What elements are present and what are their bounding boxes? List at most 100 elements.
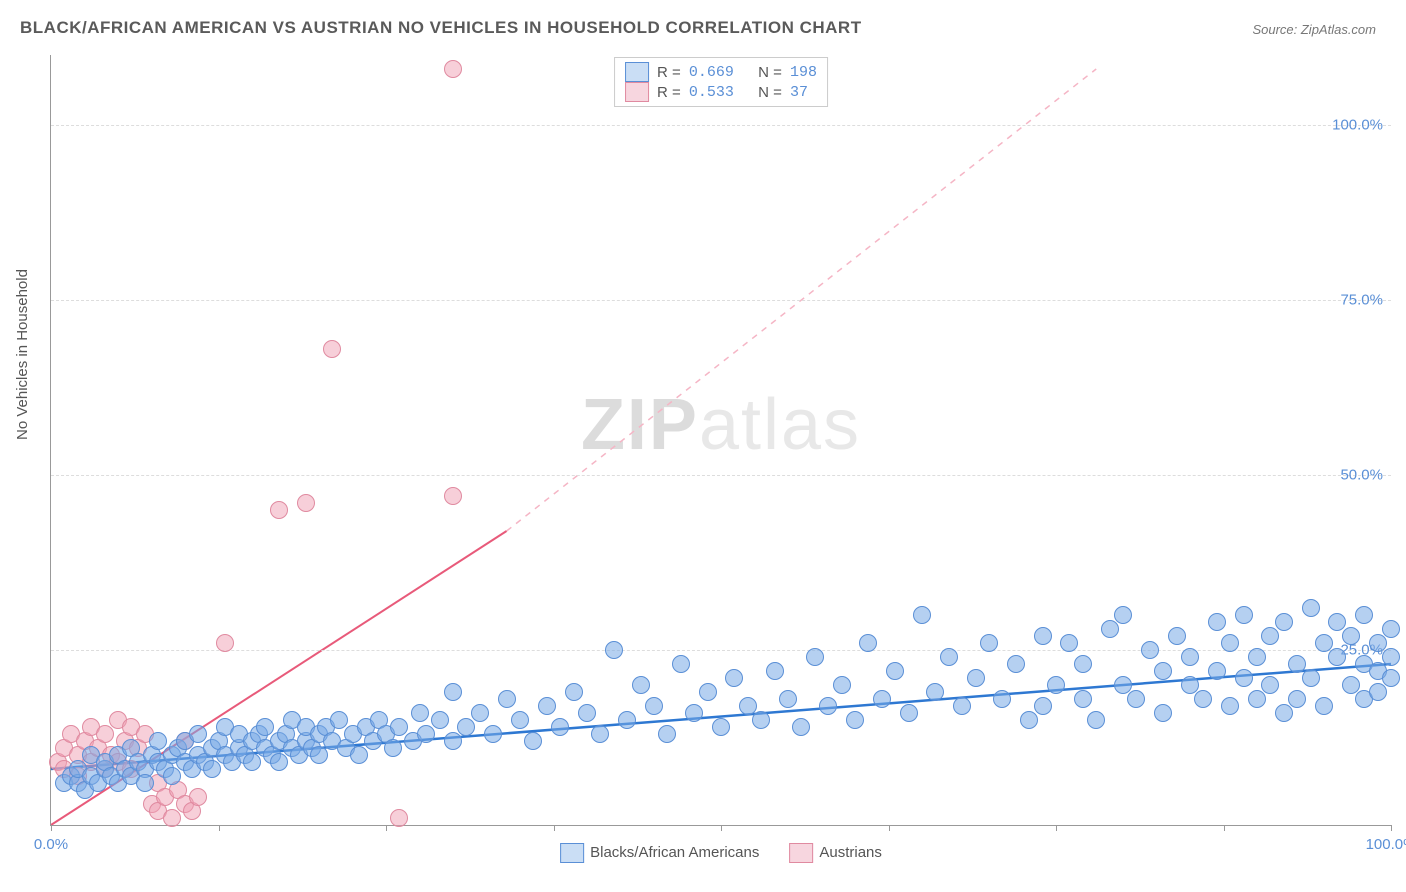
data-point	[203, 760, 221, 778]
data-point	[1034, 627, 1052, 645]
data-point	[270, 501, 288, 519]
data-point	[297, 494, 315, 512]
data-point	[524, 732, 542, 750]
data-point	[752, 711, 770, 729]
data-point	[1074, 690, 1092, 708]
legend-series-label: Blacks/African Americans	[590, 844, 759, 861]
data-point	[1141, 641, 1159, 659]
legend-r-label: R =	[657, 64, 681, 81]
x-tick-mark	[554, 825, 555, 831]
data-point	[712, 718, 730, 736]
watermark-zip: ZIP	[581, 385, 699, 465]
data-point	[1020, 711, 1038, 729]
data-point	[1181, 648, 1199, 666]
legend-swatch	[789, 843, 813, 863]
data-point	[779, 690, 797, 708]
data-point	[658, 725, 676, 743]
data-point	[1302, 669, 1320, 687]
legend-row: R = 0.533 N = 37	[625, 82, 817, 102]
data-point	[484, 725, 502, 743]
data-point	[189, 725, 207, 743]
data-point	[1382, 648, 1400, 666]
data-point	[846, 711, 864, 729]
data-point	[1382, 620, 1400, 638]
data-point	[189, 788, 207, 806]
data-point	[1047, 676, 1065, 694]
data-point	[1288, 690, 1306, 708]
data-point	[270, 753, 288, 771]
source-prefix: Source:	[1252, 22, 1300, 37]
data-point	[1235, 606, 1253, 624]
gridline-h	[51, 125, 1391, 126]
data-point	[1221, 634, 1239, 652]
data-point	[1087, 711, 1105, 729]
data-point	[953, 697, 971, 715]
watermark-atlas: atlas	[699, 385, 861, 465]
x-tick-label: 0.0%	[34, 836, 68, 853]
data-point	[1369, 634, 1387, 652]
legend-row: R = 0.669 N = 198	[625, 62, 817, 82]
y-tick-label: 100.0%	[1332, 117, 1383, 134]
gridline-h	[51, 475, 1391, 476]
data-point	[411, 704, 429, 722]
x-tick-label: 100.0%	[1366, 836, 1406, 853]
legend-series: Blacks/African Americans Austrians	[560, 843, 882, 863]
legend-r-label: R =	[657, 84, 681, 101]
data-point	[1127, 690, 1145, 708]
data-point	[1315, 697, 1333, 715]
data-point	[551, 718, 569, 736]
data-point	[323, 340, 341, 358]
watermark: ZIPatlas	[581, 384, 861, 466]
data-point	[444, 683, 462, 701]
data-point	[980, 634, 998, 652]
data-point	[511, 711, 529, 729]
data-point	[739, 697, 757, 715]
data-point	[940, 648, 958, 666]
data-point	[1060, 634, 1078, 652]
data-point	[1328, 648, 1346, 666]
data-point	[96, 725, 114, 743]
data-point	[873, 690, 891, 708]
y-axis-label: No Vehicles in Household	[14, 269, 31, 440]
y-tick-label: 75.0%	[1340, 292, 1383, 309]
data-point	[1328, 613, 1346, 631]
data-point	[993, 690, 1011, 708]
data-point	[1235, 669, 1253, 687]
data-point	[1261, 676, 1279, 694]
data-point	[578, 704, 596, 722]
data-point	[632, 676, 650, 694]
data-point	[859, 634, 877, 652]
data-point	[1248, 690, 1266, 708]
data-point	[699, 683, 717, 701]
legend-n-label: N =	[758, 64, 782, 81]
legend-swatch	[560, 843, 584, 863]
data-point	[1208, 613, 1226, 631]
legend-n-value: 198	[790, 64, 817, 81]
data-point	[1248, 648, 1266, 666]
data-point	[538, 697, 556, 715]
data-point	[645, 697, 663, 715]
x-tick-mark	[386, 825, 387, 831]
data-point	[1315, 634, 1333, 652]
data-point	[1369, 683, 1387, 701]
data-point	[1154, 662, 1172, 680]
source-link[interactable]: ZipAtlas.com	[1301, 22, 1376, 37]
legend-series-item: Austrians	[789, 843, 882, 863]
data-point	[1355, 606, 1373, 624]
data-point	[1101, 620, 1119, 638]
data-point	[1181, 676, 1199, 694]
data-point	[565, 683, 583, 701]
data-point	[766, 662, 784, 680]
data-point	[457, 718, 475, 736]
data-point	[444, 487, 462, 505]
data-point	[1275, 704, 1293, 722]
data-point	[498, 690, 516, 708]
data-point	[1302, 599, 1320, 617]
data-point	[384, 739, 402, 757]
data-point	[136, 774, 154, 792]
data-point	[672, 655, 690, 673]
data-point	[417, 725, 435, 743]
x-tick-mark	[51, 825, 52, 831]
data-point	[149, 732, 167, 750]
data-point	[471, 704, 489, 722]
